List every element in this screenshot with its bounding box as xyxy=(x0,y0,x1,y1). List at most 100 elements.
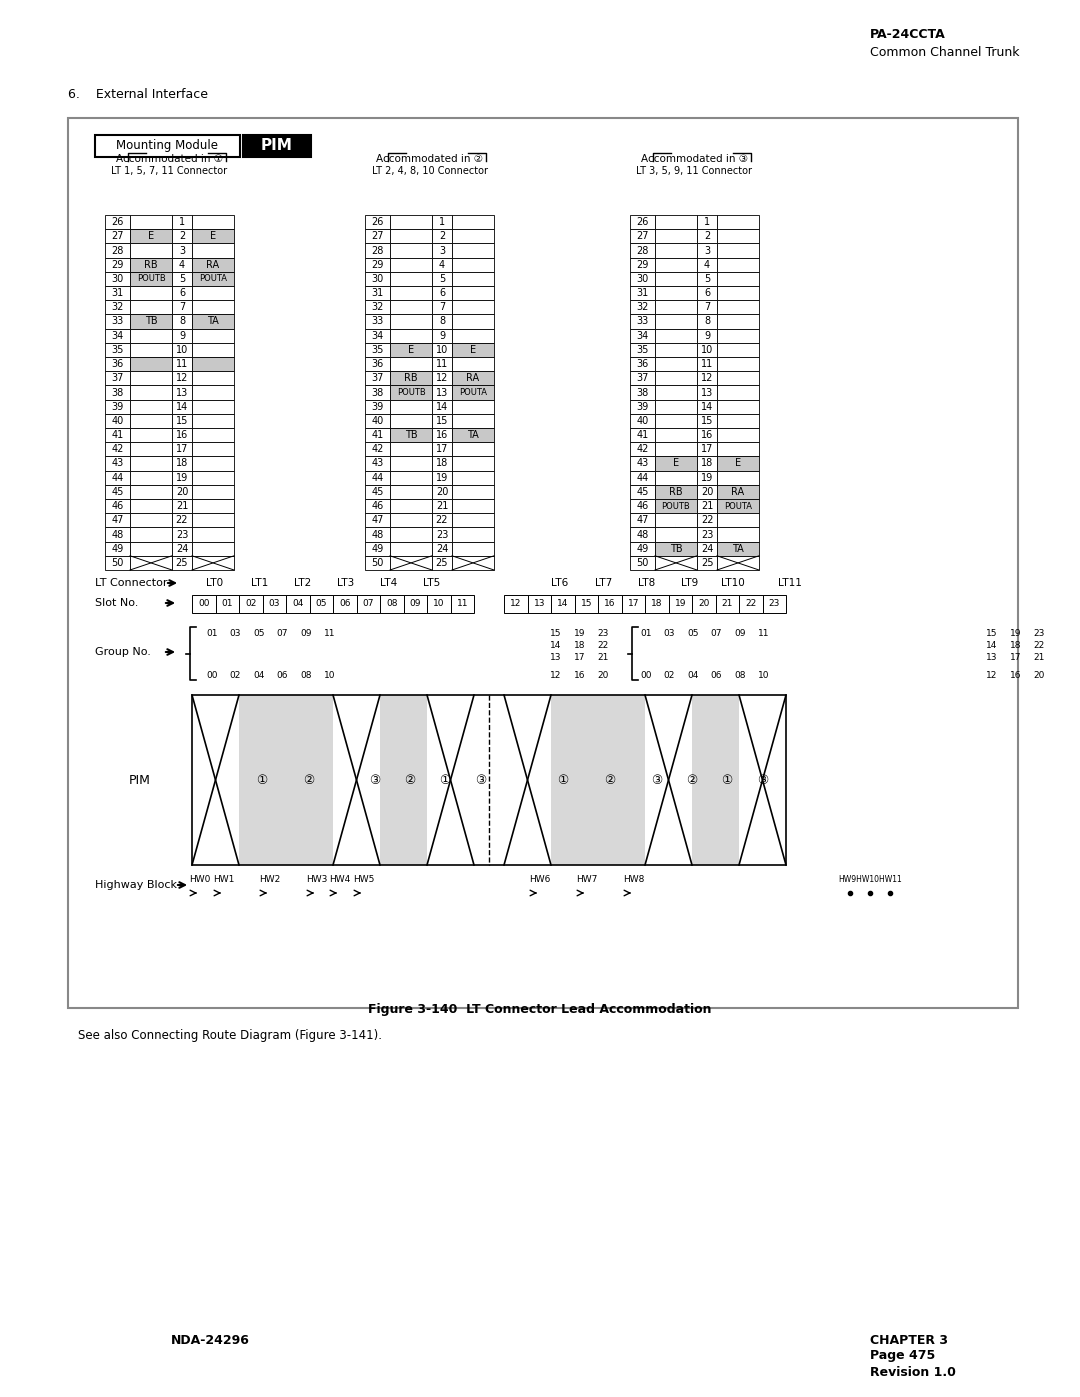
Bar xyxy=(380,595,404,613)
Text: 48: 48 xyxy=(372,529,383,539)
Text: E: E xyxy=(408,345,414,355)
Text: 50: 50 xyxy=(372,557,383,569)
Text: 17: 17 xyxy=(436,444,448,454)
Bar xyxy=(172,257,192,272)
Bar xyxy=(717,257,759,272)
Text: 18: 18 xyxy=(701,458,713,468)
Bar xyxy=(697,386,717,400)
Bar xyxy=(262,694,286,865)
Bar xyxy=(105,272,130,286)
Bar xyxy=(697,358,717,372)
Bar xyxy=(130,243,172,257)
Text: 12: 12 xyxy=(510,599,522,609)
Bar xyxy=(717,427,759,443)
Bar xyxy=(654,215,697,229)
Text: 27: 27 xyxy=(111,232,124,242)
Text: E: E xyxy=(148,232,154,242)
Text: 36: 36 xyxy=(372,359,383,369)
Text: 02: 02 xyxy=(663,671,675,679)
Bar xyxy=(453,342,494,358)
Text: TB: TB xyxy=(145,317,158,327)
Text: 5: 5 xyxy=(704,274,711,284)
Bar xyxy=(172,328,192,342)
Bar xyxy=(105,485,130,499)
Bar xyxy=(551,595,575,613)
Bar xyxy=(172,300,192,314)
Bar xyxy=(432,513,453,528)
Bar xyxy=(192,595,216,613)
Text: 5: 5 xyxy=(179,274,185,284)
Bar xyxy=(717,513,759,528)
Bar xyxy=(717,229,759,243)
Bar xyxy=(239,694,262,865)
Bar xyxy=(717,400,759,414)
Bar xyxy=(404,595,427,613)
Bar xyxy=(669,595,692,613)
Bar xyxy=(390,485,432,499)
Text: 15: 15 xyxy=(176,416,188,426)
Text: HW8: HW8 xyxy=(623,876,645,884)
Text: LT11: LT11 xyxy=(778,578,802,588)
Text: 21: 21 xyxy=(176,502,188,511)
Bar xyxy=(432,314,453,328)
Bar xyxy=(105,286,130,300)
Bar xyxy=(365,528,390,542)
Bar xyxy=(390,443,432,457)
Bar xyxy=(365,485,390,499)
Text: 22: 22 xyxy=(1034,640,1044,650)
Text: 45: 45 xyxy=(636,488,649,497)
Text: 30: 30 xyxy=(372,274,383,284)
Text: 32: 32 xyxy=(111,302,124,313)
Text: Group No.: Group No. xyxy=(95,647,151,657)
Text: 36: 36 xyxy=(636,359,649,369)
Bar xyxy=(630,372,654,386)
Text: 07: 07 xyxy=(711,629,723,637)
Bar xyxy=(621,694,645,865)
Text: E: E xyxy=(210,232,216,242)
Text: HW1: HW1 xyxy=(214,876,234,884)
Text: 24: 24 xyxy=(701,543,713,553)
Bar xyxy=(390,386,432,400)
Text: 46: 46 xyxy=(372,502,383,511)
Text: 35: 35 xyxy=(636,345,649,355)
Text: 39: 39 xyxy=(372,402,383,412)
Bar xyxy=(172,372,192,386)
Text: 17: 17 xyxy=(573,652,585,662)
Text: 46: 46 xyxy=(111,502,123,511)
Bar xyxy=(105,528,130,542)
Text: 25: 25 xyxy=(176,557,188,569)
Bar xyxy=(453,215,494,229)
Text: LT2: LT2 xyxy=(295,578,312,588)
Bar xyxy=(432,358,453,372)
Bar xyxy=(130,499,172,513)
Text: 11: 11 xyxy=(457,599,468,609)
Bar xyxy=(192,243,234,257)
Text: 2: 2 xyxy=(179,232,185,242)
Text: Accommodated in ①: Accommodated in ① xyxy=(116,154,222,163)
Bar xyxy=(172,414,192,427)
Bar xyxy=(105,414,130,427)
Text: 06: 06 xyxy=(276,671,288,679)
Bar xyxy=(390,229,432,243)
Bar xyxy=(598,595,621,613)
Bar xyxy=(130,386,172,400)
Bar xyxy=(717,328,759,342)
Bar xyxy=(105,215,130,229)
Bar xyxy=(504,595,527,613)
Text: 19: 19 xyxy=(573,629,585,637)
Bar xyxy=(717,457,759,471)
Bar xyxy=(130,286,172,300)
Text: 25: 25 xyxy=(701,557,713,569)
Text: LT 2, 4, 8, 10 Connector: LT 2, 4, 8, 10 Connector xyxy=(372,166,487,176)
Text: 06: 06 xyxy=(339,599,351,609)
Bar xyxy=(105,300,130,314)
Bar xyxy=(172,358,192,372)
Bar xyxy=(192,286,234,300)
Text: 48: 48 xyxy=(636,529,649,539)
Text: 17: 17 xyxy=(176,444,188,454)
Bar xyxy=(365,513,390,528)
Text: 44: 44 xyxy=(636,472,649,483)
Text: 3: 3 xyxy=(704,246,710,256)
Text: 23: 23 xyxy=(436,529,448,539)
Text: 02: 02 xyxy=(245,599,256,609)
